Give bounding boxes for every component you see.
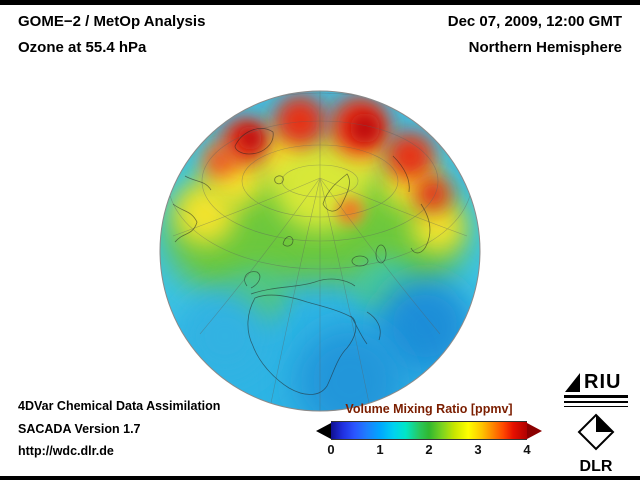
plot-datetime: Dec 07, 2009, 12:00 GMT bbox=[447, 13, 622, 30]
assimilation-label: 4DVar Chemical Data Assimilation bbox=[18, 399, 221, 413]
riu-logo: RIU bbox=[564, 372, 628, 407]
plot-subtitle: Ozone at 55.4 hPa bbox=[18, 39, 147, 56]
coastlines bbox=[172, 128, 431, 395]
plot-region: Northern Hemisphere bbox=[468, 39, 622, 56]
plot-title: GOME−2 / MetOp Analysis bbox=[18, 13, 206, 30]
colorbar-title: Volume Mixing Ratio [ppmv] bbox=[345, 402, 513, 416]
colorbar-tick-1: 1 bbox=[376, 442, 384, 457]
dlr-logo: DLR bbox=[568, 412, 624, 476]
colorbar-block: Volume Mixing Ratio [ppmv] 0 1 2 3 4 bbox=[316, 402, 542, 459]
ozone-field-layer bbox=[160, 91, 480, 411]
graticule bbox=[167, 91, 473, 411]
bottom-border-bar bbox=[0, 476, 640, 480]
colorbar-right-arrow bbox=[527, 422, 542, 439]
wdc-url: http://wdc.dlr.de bbox=[18, 444, 114, 458]
riu-logo-text: RIU bbox=[584, 371, 622, 393]
version-label: SACADA Version 1.7 bbox=[18, 421, 141, 436]
riu-sail-icon bbox=[565, 373, 580, 392]
colorbar bbox=[316, 421, 542, 440]
header-left: GOME−2 / MetOp Analysis Ozone at 55.4 hP… bbox=[18, 14, 205, 66]
colorbar-tick-0: 0 bbox=[327, 442, 335, 457]
dlr-logo-text: DLR bbox=[579, 458, 613, 475]
colorbar-ticks: 0 1 2 3 4 bbox=[327, 442, 531, 459]
colorbar-tick-4: 4 bbox=[523, 442, 531, 457]
footer-credits: 4DVar Chemical Data Assimilation SACADA … bbox=[18, 400, 220, 468]
colorbar-gradient bbox=[331, 421, 527, 440]
riu-logo-lines bbox=[564, 395, 628, 407]
colorbar-tick-3: 3 bbox=[474, 442, 482, 457]
header-right: Dec 07, 2009, 12:00 GMT Northern Hemisph… bbox=[448, 14, 622, 66]
top-border-bar bbox=[0, 0, 640, 5]
colorbar-tick-2: 2 bbox=[425, 442, 433, 457]
colorbar-left-arrow bbox=[316, 422, 331, 439]
globe-svg bbox=[159, 90, 481, 412]
globe-outline bbox=[159, 90, 481, 412]
dlr-emblem-icon bbox=[577, 413, 615, 451]
globe-map bbox=[155, 86, 485, 416]
